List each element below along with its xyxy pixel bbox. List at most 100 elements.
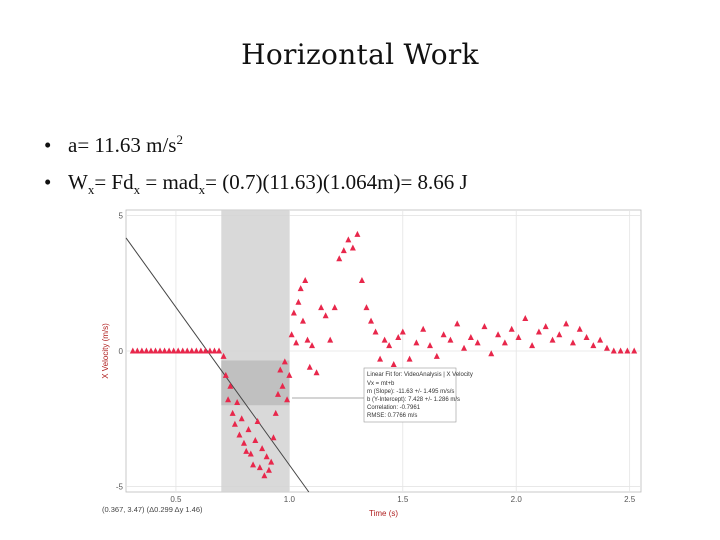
data-point xyxy=(413,339,420,346)
data-point xyxy=(542,323,549,330)
bullet-subscript: x xyxy=(133,182,141,198)
data-point xyxy=(433,352,440,359)
data-point xyxy=(293,339,300,346)
data-point xyxy=(138,347,145,354)
data-point xyxy=(166,347,173,354)
x-tick-label: 1.0 xyxy=(284,495,296,504)
data-point xyxy=(279,382,286,389)
data-point xyxy=(358,277,365,283)
data-point xyxy=(247,450,254,457)
data-point xyxy=(318,304,325,311)
data-point xyxy=(265,466,272,473)
data-point xyxy=(569,339,576,346)
data-point xyxy=(263,453,270,460)
data-point xyxy=(515,333,522,340)
data-point xyxy=(290,309,297,316)
data-point xyxy=(488,350,495,357)
data-point xyxy=(236,431,243,438)
data-point xyxy=(157,347,164,354)
data-point xyxy=(610,347,617,354)
y-tick-label: -5 xyxy=(116,483,124,492)
data-point xyxy=(222,371,229,378)
data-point xyxy=(197,347,204,354)
data-point xyxy=(590,342,597,349)
data-point xyxy=(259,445,266,452)
data-point xyxy=(501,339,508,346)
linear-fit-box xyxy=(363,367,457,423)
data-point xyxy=(170,347,177,354)
fit-box-line: Correlation: -0.7961 xyxy=(367,405,421,411)
x-tick-label: 1.5 xyxy=(397,495,409,504)
data-point xyxy=(261,472,268,479)
data-point xyxy=(281,358,288,365)
data-point xyxy=(295,298,302,305)
data-point xyxy=(495,331,502,338)
data-point xyxy=(624,347,631,354)
data-point xyxy=(152,347,159,354)
data-point xyxy=(179,347,186,354)
fit-box-title: Linear Fit for: VideoAnalysis | X Veloci… xyxy=(367,372,473,378)
bullet-subscript: x xyxy=(198,182,206,198)
data-point xyxy=(381,336,388,343)
data-point xyxy=(299,317,306,324)
data-point xyxy=(309,342,316,349)
data-point xyxy=(161,347,168,354)
data-point xyxy=(286,371,293,378)
data-point xyxy=(576,325,583,332)
data-point xyxy=(529,342,536,349)
data-point xyxy=(461,344,468,351)
data-point xyxy=(254,418,261,424)
data-point xyxy=(313,369,320,376)
data-point xyxy=(372,328,379,335)
data-point xyxy=(427,342,434,349)
data-point xyxy=(288,331,295,338)
bullet-text: = Fd xyxy=(94,170,134,194)
y-axis-title: X Velocity (m/s) xyxy=(101,323,110,379)
x-tick-label: 2.5 xyxy=(624,495,636,504)
bullet-text: = (0.7)(11.63)(1.064m)= 8.66 J xyxy=(205,170,468,194)
velocity-time-chart[interactable]: 0.5 1.0 1.5 2.0 2.5 5 0 -5 X Velocity (m/s) Time … xyxy=(96,200,644,520)
data-point xyxy=(134,347,141,354)
data-point xyxy=(225,396,232,403)
x-tick-label: 0.5 xyxy=(170,495,182,504)
data-point xyxy=(220,352,227,359)
data-point xyxy=(440,331,447,338)
data-point xyxy=(216,347,223,354)
data-point xyxy=(535,328,542,335)
data-point xyxy=(322,312,329,319)
data-point xyxy=(617,347,624,354)
data-point xyxy=(211,347,218,354)
data-point xyxy=(143,347,150,354)
fit-box-line: m (Slope): -11.63 +/- 1.495 m/s/s xyxy=(367,389,454,395)
data-point xyxy=(406,355,413,362)
data-point xyxy=(243,447,250,454)
bullet-list: • a= 11.63 m/s2 • Wx= Fdx = madx= (0.7)(11… xyxy=(44,132,468,210)
bullet-dot: • xyxy=(44,133,52,157)
selected-range xyxy=(221,210,290,492)
fit-box-line: b (Y-Intercept): 7.428 +/- 1.286 m/s xyxy=(367,397,460,403)
data-point xyxy=(272,409,279,416)
data-point xyxy=(277,366,284,373)
bullet-work: • Wx= Fdx = madx= (0.7)(11.63)(1.064m)= 8… xyxy=(44,170,468,198)
data-point xyxy=(129,347,136,354)
data-point xyxy=(556,331,563,338)
bullet-text: = mad xyxy=(140,170,199,194)
data-point xyxy=(238,415,245,422)
data-point xyxy=(245,426,252,433)
data-point xyxy=(234,399,241,406)
data-point xyxy=(522,314,529,321)
data-point xyxy=(563,320,570,327)
data-point xyxy=(447,336,454,343)
data-point xyxy=(399,328,406,335)
data-point xyxy=(229,409,236,416)
bullet-subscript: x xyxy=(87,182,95,198)
data-point xyxy=(363,304,370,311)
data-point xyxy=(250,461,257,468)
bullet-dot: • xyxy=(44,170,52,194)
data-point xyxy=(386,342,393,349)
data-point xyxy=(454,320,461,327)
data-point xyxy=(306,363,313,370)
data-point xyxy=(206,347,213,354)
data-point xyxy=(193,347,200,354)
data-point xyxy=(302,277,309,283)
